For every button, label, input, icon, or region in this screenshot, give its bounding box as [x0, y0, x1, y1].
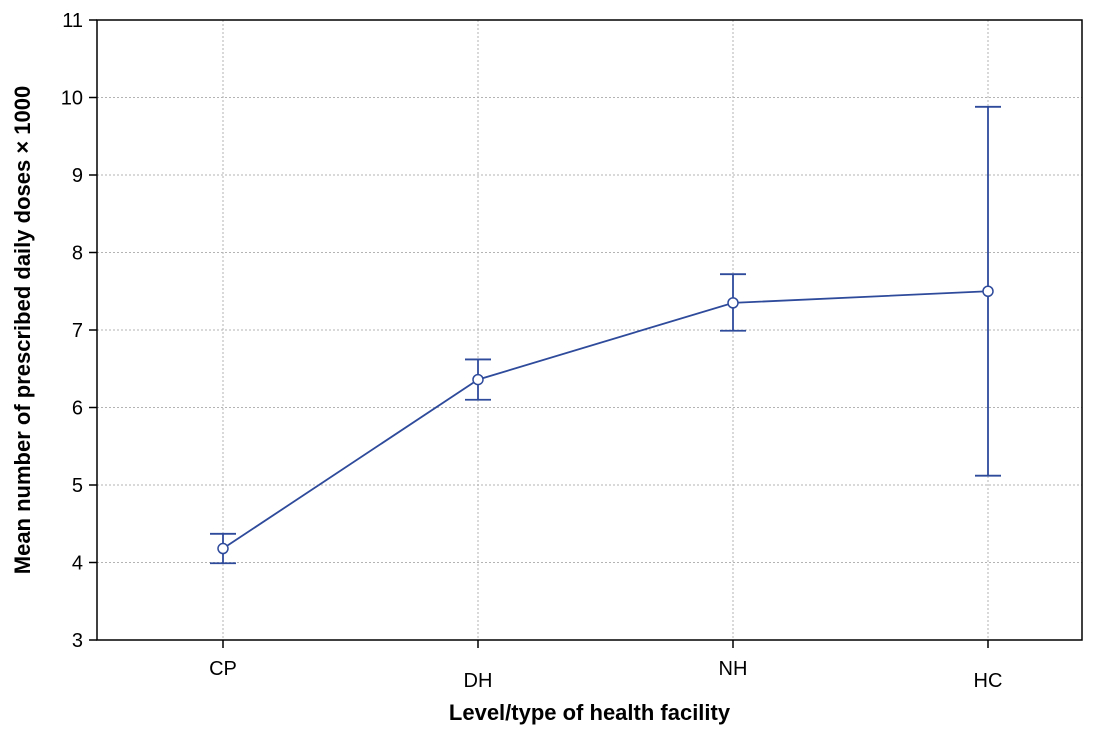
x-tick-label: CP [209, 658, 237, 680]
data-point [472, 373, 484, 386]
y-tick-label: 11 [62, 10, 83, 32]
y-tick-label: 9 [72, 165, 83, 187]
y-tick-label: 3 [72, 630, 83, 652]
y-tick-label: 4 [72, 553, 83, 575]
data-series [210, 105, 1001, 565]
y-tick-label: 5 [72, 475, 83, 497]
y-tick-label: 6 [72, 398, 83, 420]
x-tick-label: DH [464, 670, 493, 692]
x-axis-title: Level/type of health facility [449, 700, 731, 725]
x-tick-label: HC [974, 670, 1003, 692]
x-tick-label: NH [719, 658, 748, 680]
y-tick-label: 8 [72, 243, 83, 265]
data-point [727, 297, 739, 309]
plot-frame [96, 19, 1083, 641]
y-axis-title: Mean number of prescribed daily doses × … [10, 86, 35, 574]
data-point [217, 542, 229, 555]
series-line [222, 290, 989, 550]
y-tick-label: 10 [61, 88, 83, 110]
y-tick-label: 7 [72, 320, 83, 342]
axes: 3 4 5 6 7 8 9 10 11 CP DH NH HC [61, 10, 1083, 692]
grid [97, 20, 1082, 640]
data-point [982, 285, 994, 297]
